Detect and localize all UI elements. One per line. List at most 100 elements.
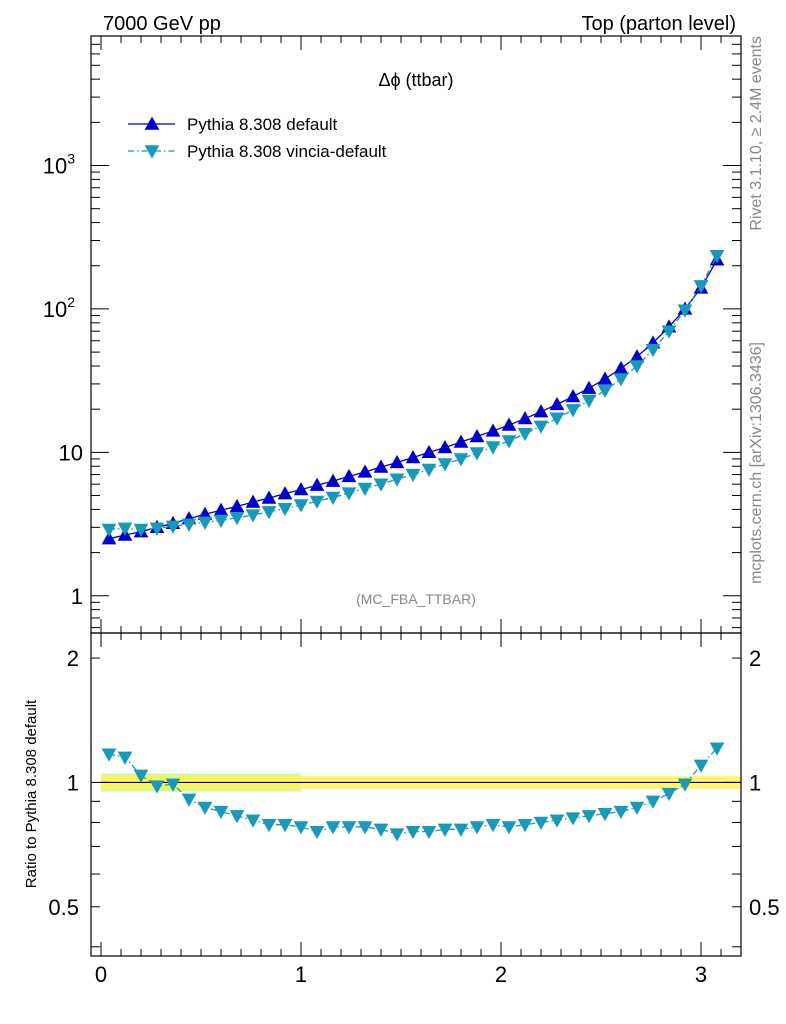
data-point xyxy=(437,440,453,454)
data-point xyxy=(485,441,501,455)
data-point xyxy=(277,486,293,500)
data-point xyxy=(133,523,149,537)
ratio-point xyxy=(149,780,165,794)
data-point xyxy=(245,509,261,523)
data-point xyxy=(501,435,517,449)
data-point xyxy=(661,325,677,339)
header-left: 7000 GeV pp xyxy=(103,13,221,35)
ratio-point xyxy=(629,801,645,815)
data-point xyxy=(469,428,485,443)
ratio-point xyxy=(181,793,197,807)
legend: Pythia 8.308 default Pythia 8.308 vincia-… xyxy=(128,115,387,161)
ratio-y-tick-label: 2 xyxy=(67,646,79,671)
ratio-y-tick-label: 0.5 xyxy=(48,895,79,920)
ratio-point xyxy=(645,795,661,809)
ratio-point xyxy=(469,821,485,835)
ratio-point xyxy=(613,805,629,820)
data-point xyxy=(229,512,245,526)
ratio-point xyxy=(581,810,597,824)
ratio-point xyxy=(661,787,677,802)
ratio-point xyxy=(389,828,405,842)
y-tick-label-exponent: 3 xyxy=(67,151,75,167)
data-point xyxy=(357,482,373,496)
ratio-y-tick-label-right: 0.5 xyxy=(749,895,780,920)
data-point xyxy=(549,396,565,411)
ratio-point xyxy=(165,778,181,792)
ratio-point xyxy=(117,751,133,765)
y-tick-label: 103 xyxy=(43,151,75,179)
y-tick-label: 10 xyxy=(59,440,83,465)
ratio-point xyxy=(133,769,149,783)
data-point xyxy=(373,478,389,492)
data-point xyxy=(517,411,533,425)
y-tick-label: 1 xyxy=(71,584,83,609)
data-point xyxy=(293,499,309,513)
ratio-point xyxy=(453,823,469,837)
x-tick-label: 3 xyxy=(695,962,707,987)
data-point xyxy=(261,490,277,504)
legend-entry: Pythia 8.308 default xyxy=(187,115,338,134)
series-vincia xyxy=(101,250,725,537)
data-point xyxy=(373,459,389,473)
data-point xyxy=(261,506,277,520)
ratio-series-vincia xyxy=(101,742,725,842)
data-point xyxy=(325,491,341,505)
data-point xyxy=(277,502,293,517)
data-point xyxy=(565,389,581,403)
ratio-point xyxy=(245,814,261,828)
data-point xyxy=(645,343,661,358)
data-point xyxy=(485,423,501,437)
data-point xyxy=(693,280,709,294)
ratio-point xyxy=(101,748,117,762)
data-point xyxy=(533,420,549,434)
data-point xyxy=(549,412,565,426)
data-point xyxy=(581,380,597,394)
data-point xyxy=(389,454,405,469)
data-point xyxy=(469,447,485,461)
ratio-point xyxy=(373,823,389,837)
data-point xyxy=(245,494,261,508)
data-point xyxy=(341,468,357,483)
ratio-ylabel: Ratio to Pythia 8.308 default xyxy=(23,699,40,888)
main-plot-title: Δϕ (ttbar) xyxy=(378,70,453,90)
data-point xyxy=(421,463,437,477)
data-point xyxy=(293,482,309,496)
data-point xyxy=(341,487,357,501)
legend-marker xyxy=(144,145,160,159)
ratio-point xyxy=(357,821,373,835)
data-point xyxy=(613,360,629,375)
ratio-point xyxy=(533,816,549,830)
data-point xyxy=(581,394,597,409)
data-point xyxy=(101,531,117,545)
data-point xyxy=(325,473,341,487)
header-right: Top (parton level) xyxy=(581,13,736,35)
data-point xyxy=(405,450,421,464)
data-point xyxy=(309,495,325,509)
data-point xyxy=(677,304,693,318)
main-plot-frame: 1 10 102 103 xyxy=(43,35,742,634)
data-point xyxy=(309,477,325,491)
ratio-point xyxy=(597,807,613,822)
analysis-watermark: (MC_FBA_TTBAR) xyxy=(356,591,476,607)
frame-border xyxy=(90,632,742,957)
data-point xyxy=(181,518,197,532)
data-point xyxy=(165,520,181,534)
ratio-point xyxy=(501,821,517,835)
data-point xyxy=(421,444,437,459)
data-point xyxy=(597,371,613,385)
ratio-point xyxy=(709,742,725,756)
ratio-y-tick-label: 1 xyxy=(67,770,79,795)
data-point xyxy=(517,427,533,442)
ratio-point xyxy=(421,825,437,840)
ratio-point xyxy=(309,825,325,840)
data-point xyxy=(405,468,421,483)
ratio-point xyxy=(229,810,245,824)
data-point xyxy=(389,473,405,487)
legend-entry: Pythia 8.308 vincia-default xyxy=(187,142,387,161)
ratio-point xyxy=(261,819,277,833)
data-point xyxy=(197,516,213,530)
series-default xyxy=(101,252,725,545)
legend-marker xyxy=(144,116,160,130)
ratio-point xyxy=(693,759,709,773)
